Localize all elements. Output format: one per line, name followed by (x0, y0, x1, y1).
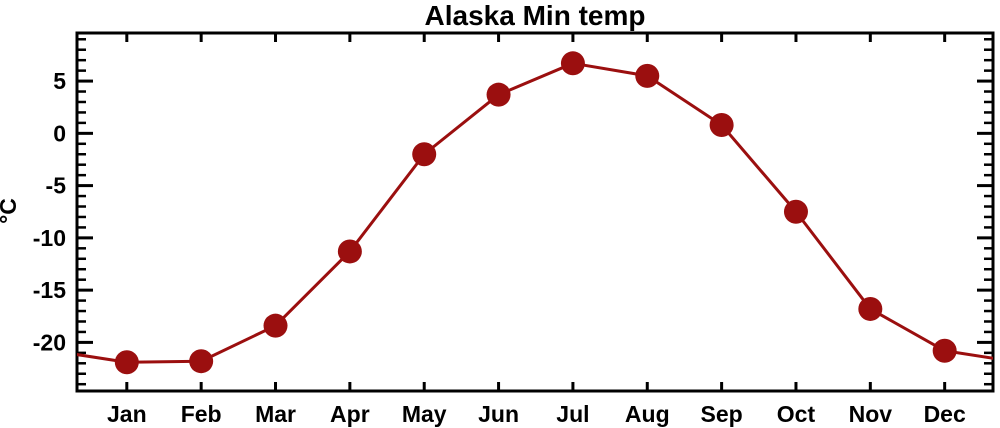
x-tick-label: May (402, 401, 447, 427)
series-layer (77, 61, 993, 364)
data-point-marker (263, 313, 288, 338)
x-tick-label: Oct (777, 401, 816, 427)
data-point-marker (189, 349, 214, 374)
marker-layer (114, 51, 957, 375)
x-tick-label: Dec (924, 401, 966, 427)
x-tick-label: Sep (701, 401, 743, 427)
y-tick-label: 0 (53, 120, 66, 146)
data-point-marker (114, 350, 139, 375)
data-point-marker (709, 112, 734, 137)
x-tick-label: Jul (556, 401, 589, 427)
data-point-marker (412, 142, 437, 167)
x-tick-label: Feb (181, 401, 222, 427)
x-tick-label: Apr (330, 401, 370, 427)
y-tick-label: 5 (53, 68, 66, 94)
y-axis-title: °C (0, 198, 21, 224)
data-point-marker (560, 51, 585, 76)
data-point-marker (932, 338, 957, 363)
chart-title: Alaska Min temp (425, 0, 646, 31)
x-tick-label: Jun (478, 401, 519, 427)
data-point-marker (337, 239, 362, 264)
x-tick-label: Jan (107, 401, 147, 427)
data-point-marker (783, 199, 808, 224)
y-tick-label: -15 (33, 277, 66, 303)
y-tick-label: -5 (46, 173, 67, 199)
x-tick-label: Aug (625, 401, 670, 427)
series-line (77, 61, 993, 364)
axes-layer: Jan Feb Mar Apr May Jun Jul Aug Sep Oct Nov Dec 5 0 -5… (33, 31, 995, 427)
y-tick-label: -20 (33, 329, 66, 355)
data-point-marker (635, 63, 660, 88)
x-tick-label: Nov (849, 401, 893, 427)
y-tick-label: -10 (33, 225, 66, 251)
plot-frame (75, 31, 995, 393)
x-tick-label: Mar (255, 401, 296, 427)
data-point-marker (858, 296, 883, 321)
data-point-marker (486, 82, 511, 107)
